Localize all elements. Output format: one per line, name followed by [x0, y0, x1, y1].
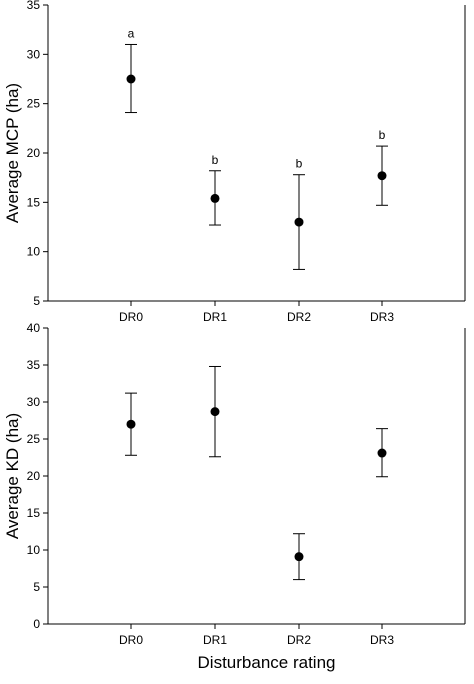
- y-tick-label: 20: [27, 146, 41, 160]
- y-tick-label: 25: [27, 97, 41, 111]
- y-tick-label: 40: [27, 321, 41, 335]
- significance-label: b: [296, 157, 303, 171]
- y-tick-label: 25: [27, 432, 41, 446]
- x-tick-label: DR0: [119, 310, 143, 324]
- data-point: [210, 193, 220, 203]
- x-tick-label: DR1: [203, 633, 227, 647]
- y-tick-label: 15: [27, 195, 41, 209]
- y-tick-label: 0: [33, 617, 40, 631]
- significance-label: b: [379, 128, 386, 142]
- y-axis-label: Average MCP (ha): [3, 83, 22, 223]
- y-tick-label: 20: [27, 469, 41, 483]
- x-tick-label: DR2: [287, 633, 311, 647]
- panel-mcp: 5 10 15 20 25 30 35 DR0 DR1 DR2 DR3 a b b b Average MCP…: [3, 0, 466, 324]
- y-tick-label: 30: [27, 47, 41, 61]
- x-tick-label: DR3: [370, 633, 394, 647]
- data-point: [126, 419, 136, 429]
- y-tick-label: 15: [27, 506, 41, 520]
- y-tick-label: 35: [27, 0, 41, 12]
- x-tick-label: DR2: [287, 310, 311, 324]
- y-axis-label: Average KD (ha): [3, 413, 22, 539]
- y-tick-label: 10: [27, 543, 41, 557]
- x-tick-label: DR0: [119, 633, 143, 647]
- y-tick-label: 5: [33, 294, 40, 308]
- x-axis-label: Disturbance rating: [198, 653, 336, 672]
- data-point: [210, 407, 220, 417]
- data-point: [294, 552, 304, 562]
- y-tick-label: 35: [27, 358, 41, 372]
- significance-label: a: [128, 26, 135, 40]
- data-point: [294, 217, 304, 227]
- data-point: [126, 74, 136, 84]
- x-tick-label: DR3: [370, 310, 394, 324]
- y-tick-label: 10: [27, 245, 41, 259]
- data-point: [377, 448, 387, 458]
- y-tick-label: 30: [27, 395, 41, 409]
- data-point: [377, 171, 387, 181]
- y-tick-label: 5: [33, 580, 40, 594]
- significance-label: b: [212, 153, 219, 167]
- panel-kd: 0 5 10 15 20 25 30 35 40 DR0 DR1 DR2 DR3 Average KD (…: [3, 321, 466, 672]
- x-tick-label: DR1: [203, 310, 227, 324]
